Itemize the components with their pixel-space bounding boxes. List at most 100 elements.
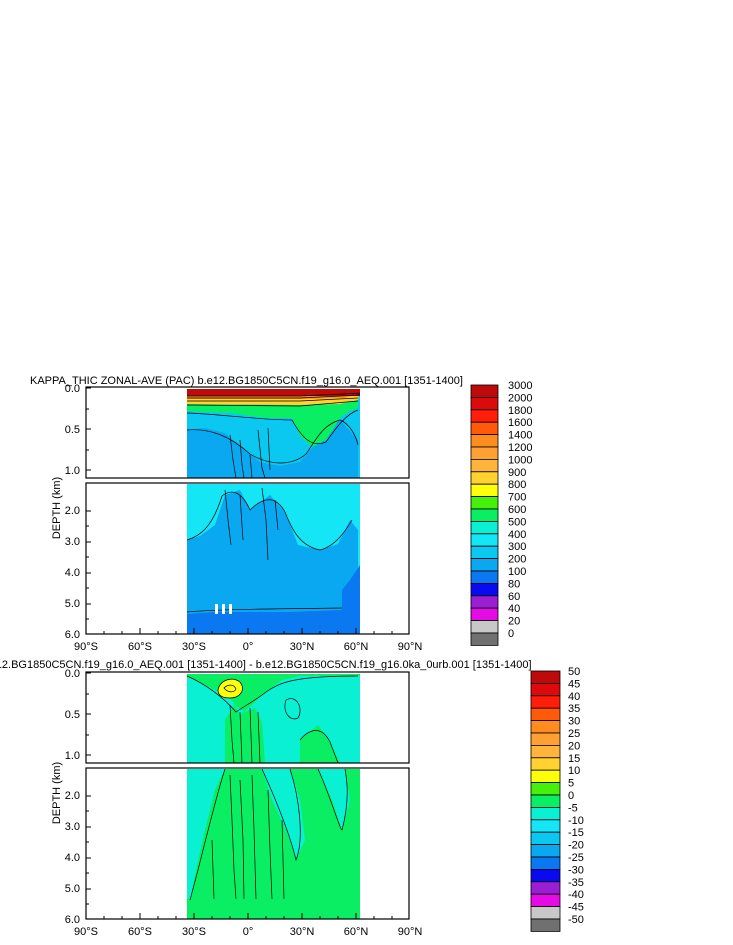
- panel-2-title: b.e12.BG1850C5CN.f19_g16.0_AEQ.001 [1351…: [0, 659, 532, 671]
- colorbar-swatch: [470, 558, 499, 572]
- colorbar-swatch: [470, 632, 499, 646]
- y-tick-label: 4.0: [65, 852, 80, 864]
- colorbar-label: 10: [568, 765, 580, 777]
- x-tick-label: 30°S: [182, 641, 206, 653]
- colorbar-swatch: [530, 819, 561, 833]
- field-region-deep: [187, 490, 358, 634]
- panel-2-x-tick-marks: [103, 913, 393, 919]
- y-tick-label: 5.0: [65, 598, 80, 610]
- x-tick-label: 90°S: [74, 641, 98, 653]
- colorbar-label: -10: [568, 815, 584, 827]
- bottom-notch: [215, 604, 218, 614]
- colorbar-label: 700: [508, 492, 526, 504]
- colorbar-swatch: [530, 670, 561, 684]
- panel-2-y-ticks-upper: 0.0 0.5 1.0: [65, 668, 80, 762]
- x-tick-label: 60°S: [128, 641, 152, 653]
- colorbar-label: -30: [568, 864, 584, 876]
- x-tick-label: 60°N: [344, 926, 369, 938]
- field-region-negative: [187, 769, 350, 900]
- colorbar-label: 35: [568, 703, 580, 715]
- colorbar-label: 45: [568, 678, 580, 690]
- colorbar-label: 1400: [508, 430, 532, 442]
- colorbar-swatch: [530, 881, 561, 895]
- colorbar-label: -25: [568, 852, 584, 864]
- colorbar-label: -35: [568, 877, 584, 889]
- y-tick-label: 0.0: [65, 668, 80, 680]
- colorbar-swatch: [530, 720, 561, 734]
- colorbar-swatch: [470, 409, 499, 423]
- panel-1-upper-frame: [85, 386, 410, 479]
- panel-2-upper-frame: [85, 671, 410, 764]
- colorbar-label: -50: [568, 914, 584, 926]
- colorbar-label: 600: [508, 504, 526, 516]
- colorbar-label: 1000: [508, 454, 532, 466]
- colorbar-swatch: [530, 844, 561, 858]
- colorbar-swatch: [470, 595, 499, 609]
- colorbar-swatch: [530, 757, 561, 771]
- y-tick-label: 2.0: [65, 790, 80, 802]
- panel-1-y-ticks-lower: 2.0 3.0 4.0 5.0 6.0: [65, 505, 80, 641]
- y-tick-label: 6.0: [65, 914, 80, 926]
- panel-1-upper-field: [187, 389, 360, 478]
- colorbar-swatch: [470, 545, 499, 560]
- colorbar-swatch: [530, 683, 561, 697]
- panel-1-lower-field: [187, 484, 360, 634]
- panel-1-x-tick-marks: [103, 628, 393, 634]
- panel-2-y-ticks-lower: 2.0 3.0 4.0 5.0 6.0: [65, 790, 80, 926]
- field-region-green-tongue: [187, 400, 358, 447]
- colorbar-swatch: [470, 434, 499, 448]
- colorbar-swatch: [470, 570, 499, 584]
- colorbar-label: 2000: [508, 392, 532, 404]
- colorbar-swatch: [530, 794, 561, 808]
- colorbar-label: 200: [508, 554, 526, 566]
- contour-lines: [187, 487, 353, 613]
- colorbar-label: 100: [508, 566, 526, 578]
- x-tick-label: 90°N: [398, 641, 423, 653]
- x-tick-label: 30°N: [290, 641, 315, 653]
- colorbar-swatch: [470, 496, 499, 510]
- colorbar-swatch: [530, 869, 561, 883]
- panel-2-y-tick-marks: [86, 672, 91, 905]
- colorbar-label: -5: [568, 802, 578, 814]
- colorbar-label: 40: [568, 691, 580, 703]
- colorbar-label: 25: [568, 728, 580, 740]
- bottom-notch: [222, 604, 225, 614]
- y-tick-label: 4.0: [65, 567, 80, 579]
- panel-1-title: KAPPA_THIC ZONAL-AVE (PAC) b.e12.BG1850C…: [30, 375, 463, 387]
- colorbar-swatch: [470, 583, 499, 597]
- y-tick-label: 0.0: [65, 383, 80, 395]
- colorbar-label: 3000: [508, 380, 532, 392]
- colorbar-swatch: [470, 396, 499, 411]
- panel-1-y-ticks-upper: 0.0 0.5 1.0: [65, 383, 80, 477]
- colorbar-label: 80: [508, 578, 520, 590]
- y-tick-label: 6.0: [65, 629, 80, 641]
- panel-1-ylabel: DEPTH (km): [51, 477, 63, 539]
- x-tick-label: 30°N: [290, 926, 315, 938]
- x-tick-label: 0°: [243, 926, 254, 938]
- y-tick-label: 3.0: [65, 821, 80, 833]
- colorbar-label: 15: [568, 753, 580, 765]
- field-region-land-mask: [187, 565, 360, 634]
- colorbar-label: -15: [568, 827, 584, 839]
- y-tick-label: 0.5: [65, 424, 80, 436]
- y-tick-label: 5.0: [65, 883, 80, 895]
- colorbar-label: 400: [508, 529, 526, 541]
- x-tick-label: 60°N: [344, 641, 369, 653]
- colorbar-label: 50: [568, 666, 580, 678]
- colorbar-swatch: [470, 533, 499, 547]
- bottom-notch: [229, 604, 232, 614]
- colorbar-label: 20: [568, 740, 580, 752]
- colorbar-swatch: [530, 918, 561, 932]
- y-tick-label: 3.0: [65, 536, 80, 548]
- colorbar-swatch: [470, 607, 499, 622]
- colorbar-label: -45: [568, 902, 584, 914]
- colorbar-swatch: [470, 471, 499, 485]
- colorbar-label: 500: [508, 516, 526, 528]
- panel-2-colorbar: 50454035302520151050-5-10-15-20-25-30-35…: [530, 666, 584, 932]
- x-tick-label: 90°N: [398, 926, 423, 938]
- colorbar-label: 1200: [508, 442, 532, 454]
- colorbar-swatch: [470, 521, 499, 535]
- colorbar-label: 300: [508, 541, 526, 553]
- colorbar-swatch: [470, 421, 499, 436]
- colorbar-swatch: [530, 893, 561, 908]
